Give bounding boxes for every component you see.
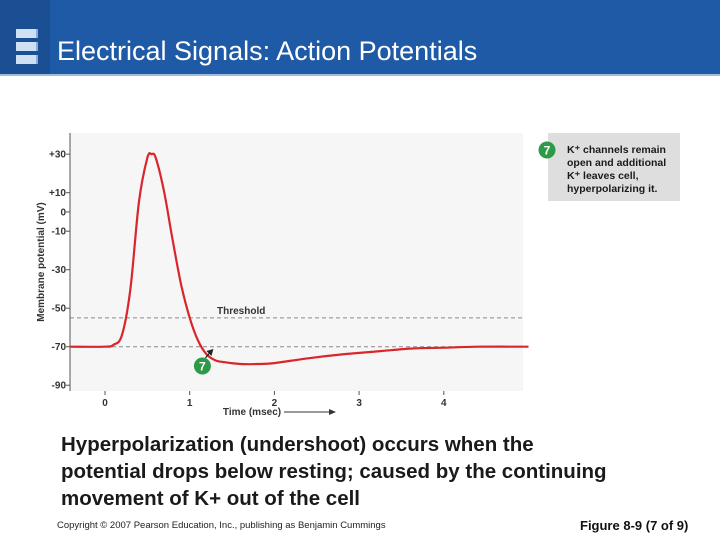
membrane-potential-trace (69, 152, 529, 366)
callout-step-badge (538, 141, 556, 159)
x-tick-label: 1 (187, 398, 193, 409)
callout-line: K⁺ channels remain (567, 144, 666, 156)
menu-icon-bar (16, 29, 38, 38)
y-tick-label: -90 (52, 381, 67, 392)
x-tick-label: 0 (102, 398, 108, 409)
callout-step-number: 7 (544, 144, 551, 158)
slide-header: Electrical Signals: Action Potentials (0, 0, 720, 76)
callout-line: hyperpolarizing it. (567, 183, 658, 195)
slide-caption: Hyperpolarization (undershoot) occurs wh… (61, 433, 607, 510)
callout: 7 K⁺ channels remain open and additional… (538, 133, 680, 201)
y-axis-label: Membrane potential (mV) (36, 202, 47, 321)
y-tick-label: -10 (52, 227, 67, 238)
x-tick-label: 2 (272, 398, 278, 409)
menu-icon[interactable] (0, 0, 50, 76)
x-axis-arrowhead (329, 409, 336, 415)
y-tick-label: +10 (49, 188, 66, 199)
figure-reference: Figure 8-9 (7 of 9) (580, 518, 689, 533)
x-tick-label: 3 (356, 398, 362, 409)
step-marker-number: 7 (199, 359, 206, 373)
y-tick-label: +30 (49, 150, 66, 161)
x-tick-label: 4 (441, 398, 447, 409)
step-marker-badge (193, 357, 211, 375)
y-tick-label: -70 (52, 342, 67, 353)
plot-area (70, 133, 523, 391)
slide-title: Electrical Signals: Action Potentials (57, 36, 478, 66)
y-tick-label: 0 (60, 207, 66, 218)
copyright-notice: Copyright © 2007 Pearson Education, Inc.… (57, 520, 386, 531)
menu-icon-bar (16, 55, 38, 64)
menu-icon-bar (16, 42, 38, 51)
marker-pointer-head (206, 348, 214, 356)
threshold-label: Threshold (217, 306, 265, 317)
header-divider (0, 74, 720, 76)
x-axis-label: Time (msec) (223, 407, 281, 418)
callout-line: K⁺ leaves cell, (567, 170, 639, 182)
y-tick-label: -30 (52, 265, 67, 276)
y-tick-label: -50 (52, 304, 67, 315)
callout-box (548, 133, 680, 201)
callout-line: open and additional (567, 157, 666, 169)
